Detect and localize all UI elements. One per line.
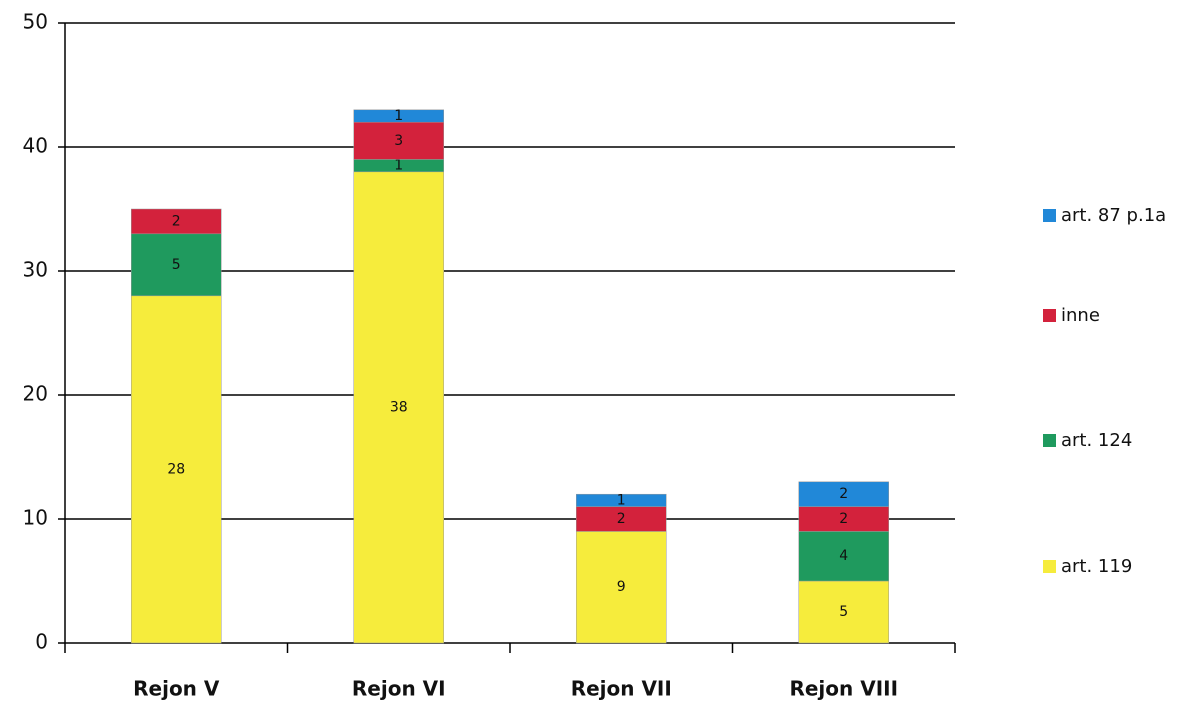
legend-label: inne <box>1061 305 1100 326</box>
legend-swatch <box>1043 209 1056 222</box>
data-label: 2 <box>839 511 848 527</box>
bar-segment <box>576 493 667 507</box>
legend-label: art. 124 <box>1061 430 1132 451</box>
data-label: 1 <box>394 158 403 174</box>
bar-segment <box>353 171 444 644</box>
data-label: 4 <box>839 548 848 564</box>
bar-segment <box>353 109 444 123</box>
y-tick-label: 20 <box>23 382 48 406</box>
data-label: 2 <box>839 486 848 502</box>
bar-segment <box>798 506 889 532</box>
data-label: 28 <box>167 461 185 477</box>
data-label: 1 <box>394 108 403 124</box>
x-tick-label: Rejon V <box>133 677 220 701</box>
bar-segment <box>798 481 889 507</box>
bar-segment <box>131 208 222 235</box>
y-tick-label: 50 <box>23 10 48 34</box>
legend-swatch <box>1043 560 1056 573</box>
data-label: 9 <box>617 579 626 595</box>
bar-segment <box>131 295 222 644</box>
bar-segment <box>798 580 889 644</box>
data-label: 38 <box>390 399 408 415</box>
bar-segment <box>576 506 667 532</box>
data-label: 5 <box>839 604 848 620</box>
bar-segment <box>798 531 889 582</box>
bar-segment <box>353 121 444 160</box>
data-label: 2 <box>617 511 626 527</box>
y-tick-label: 10 <box>23 506 48 530</box>
data-label: 2 <box>172 213 181 229</box>
data-label: 5 <box>172 257 181 273</box>
x-tick-label: Rejon VI <box>352 677 446 701</box>
x-tick-label: Rejon VII <box>571 677 672 701</box>
legend-label: art. 119 <box>1061 556 1132 577</box>
y-tick-label: 0 <box>35 630 48 654</box>
data-label: 3 <box>394 133 403 149</box>
legend-swatch <box>1043 309 1056 322</box>
bar-segment <box>576 531 667 644</box>
y-tick-label: 40 <box>23 134 48 158</box>
data-label: 1 <box>617 492 626 508</box>
legend-swatch <box>1043 434 1056 447</box>
legend-label: art. 87 p.1a <box>1061 205 1166 226</box>
x-tick-label: Rejon VIII <box>789 677 898 701</box>
y-tick-label: 30 <box>23 258 48 282</box>
